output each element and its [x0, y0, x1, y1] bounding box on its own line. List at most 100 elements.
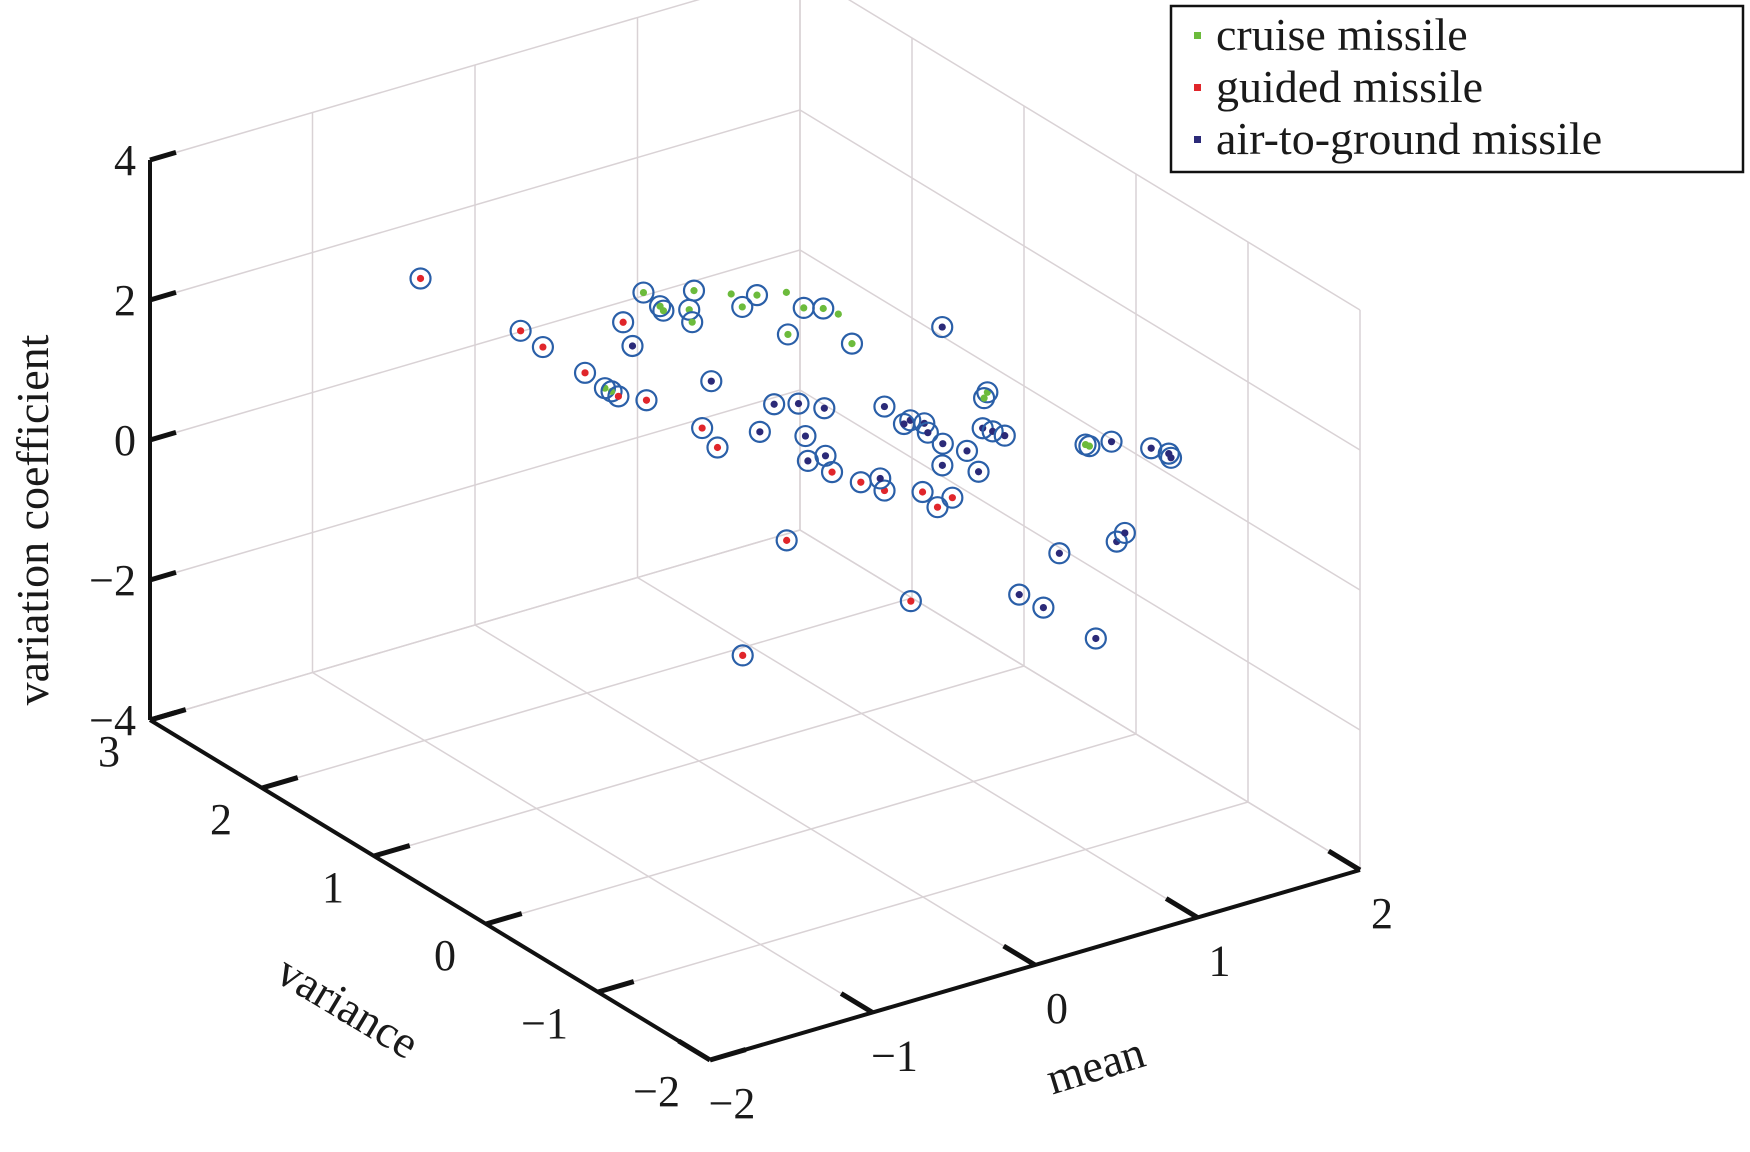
- data-point: [819, 304, 827, 313]
- z-tick-label: 2: [114, 276, 136, 325]
- data-point: [848, 340, 856, 348]
- z-tick-mark: [149, 710, 177, 723]
- y-tick-mark: [709, 1047, 747, 1063]
- point-ring: [1159, 446, 1183, 469]
- data-point: [794, 400, 803, 408]
- point-ring: [993, 424, 1016, 447]
- data-point: [698, 424, 706, 432]
- data-point: [727, 290, 735, 298]
- data-point: [642, 396, 651, 404]
- point-ring: [612, 311, 635, 334]
- point-ring: [632, 281, 655, 304]
- point-ring: [600, 380, 623, 403]
- point-ring: [775, 529, 798, 552]
- y-tick-label: 3: [98, 727, 120, 776]
- z-tick-label: 4: [114, 136, 136, 185]
- y-tick-mark: [485, 911, 523, 927]
- data-point: [416, 274, 425, 283]
- data-point: [619, 318, 627, 326]
- floor-grid-line: [261, 597, 913, 789]
- x-tick-label: 0: [1046, 984, 1068, 1033]
- data-points: [409, 267, 1183, 667]
- point-ring: [967, 460, 990, 483]
- data-point: [948, 494, 956, 502]
- floor-grid-line: [597, 801, 1249, 993]
- y-tick-label: 2: [210, 795, 232, 844]
- floor-grid-line: [474, 624, 1036, 966]
- data-point: [939, 440, 947, 448]
- data-point: [753, 291, 761, 299]
- side-wall-grid-line: [799, 109, 1361, 451]
- data-point: [1147, 444, 1155, 452]
- point-ring: [794, 424, 817, 448]
- y-tick-mark: [373, 843, 411, 859]
- axes-frame: [148, 150, 1362, 1063]
- point-ring: [700, 370, 723, 393]
- data-point: [800, 304, 808, 312]
- x-tick-mark: [1002, 943, 1037, 968]
- x-tick-label: −2: [709, 1079, 756, 1128]
- legend-swatch-cruise-missile: [1194, 32, 1201, 39]
- data-point: [933, 503, 942, 511]
- point-ring: [931, 454, 954, 477]
- back-wall-grid-line: [149, 0, 701, 161]
- data-point: [688, 318, 696, 326]
- legend-swatch-guided-missile: [1194, 84, 1201, 91]
- point-ring: [1032, 596, 1055, 619]
- point-ring: [748, 420, 771, 443]
- z-tick-mark: [149, 570, 177, 583]
- side-wall-grid-line: [799, 529, 1361, 871]
- point-ring: [1105, 530, 1128, 553]
- z-tick-mark: [149, 150, 177, 163]
- point-ring: [916, 421, 939, 444]
- data-point: [739, 651, 747, 660]
- data-point: [639, 288, 648, 297]
- z-tick-mark: [149, 430, 177, 443]
- x-tick-mark: [839, 991, 874, 1015]
- data-point: [1039, 604, 1047, 612]
- point-ring: [1048, 542, 1071, 565]
- floor-grid-line: [637, 576, 1198, 919]
- data-point: [804, 457, 812, 465]
- y-tick-label: 0: [434, 931, 456, 980]
- point-ring: [787, 392, 810, 415]
- point-ring: [763, 393, 786, 416]
- point-ring: [621, 334, 644, 358]
- point-ring: [869, 467, 892, 490]
- x-tick-label: 1: [1209, 937, 1231, 986]
- data-point: [1015, 591, 1023, 599]
- y-tick-label: −1: [521, 999, 568, 1048]
- data-point: [1085, 442, 1094, 450]
- point-ring: [1078, 435, 1101, 458]
- point-ring: [899, 590, 922, 613]
- point-ring: [731, 295, 754, 319]
- point-ring: [926, 496, 949, 519]
- data-point: [713, 443, 722, 452]
- point-ring: [1157, 442, 1180, 465]
- y-axis-line: [148, 718, 712, 1062]
- point-ring: [509, 319, 532, 342]
- point-ring: [1084, 627, 1107, 650]
- data-point: [517, 327, 525, 335]
- z-tick-mark: [149, 290, 177, 303]
- data-point: [1001, 432, 1009, 440]
- data-point: [900, 420, 908, 428]
- point-ring: [573, 361, 597, 384]
- data-point: [918, 488, 927, 496]
- point-ring: [531, 335, 555, 359]
- data-point: [828, 468, 836, 476]
- point-ring: [873, 479, 896, 502]
- data-point: [690, 287, 698, 295]
- point-ring: [409, 267, 432, 290]
- y-tick-mark: [597, 979, 635, 995]
- point-ring: [648, 295, 672, 318]
- x-tick-mark: [1164, 896, 1199, 920]
- point-ring: [981, 420, 1004, 443]
- data-point: [924, 429, 932, 437]
- data-point: [876, 474, 884, 483]
- data-point: [738, 303, 746, 311]
- side-wall-grid-line: [799, 389, 1361, 731]
- point-ring: [1113, 521, 1136, 545]
- y-tick-label: −2: [633, 1067, 680, 1116]
- data-point: [974, 468, 983, 476]
